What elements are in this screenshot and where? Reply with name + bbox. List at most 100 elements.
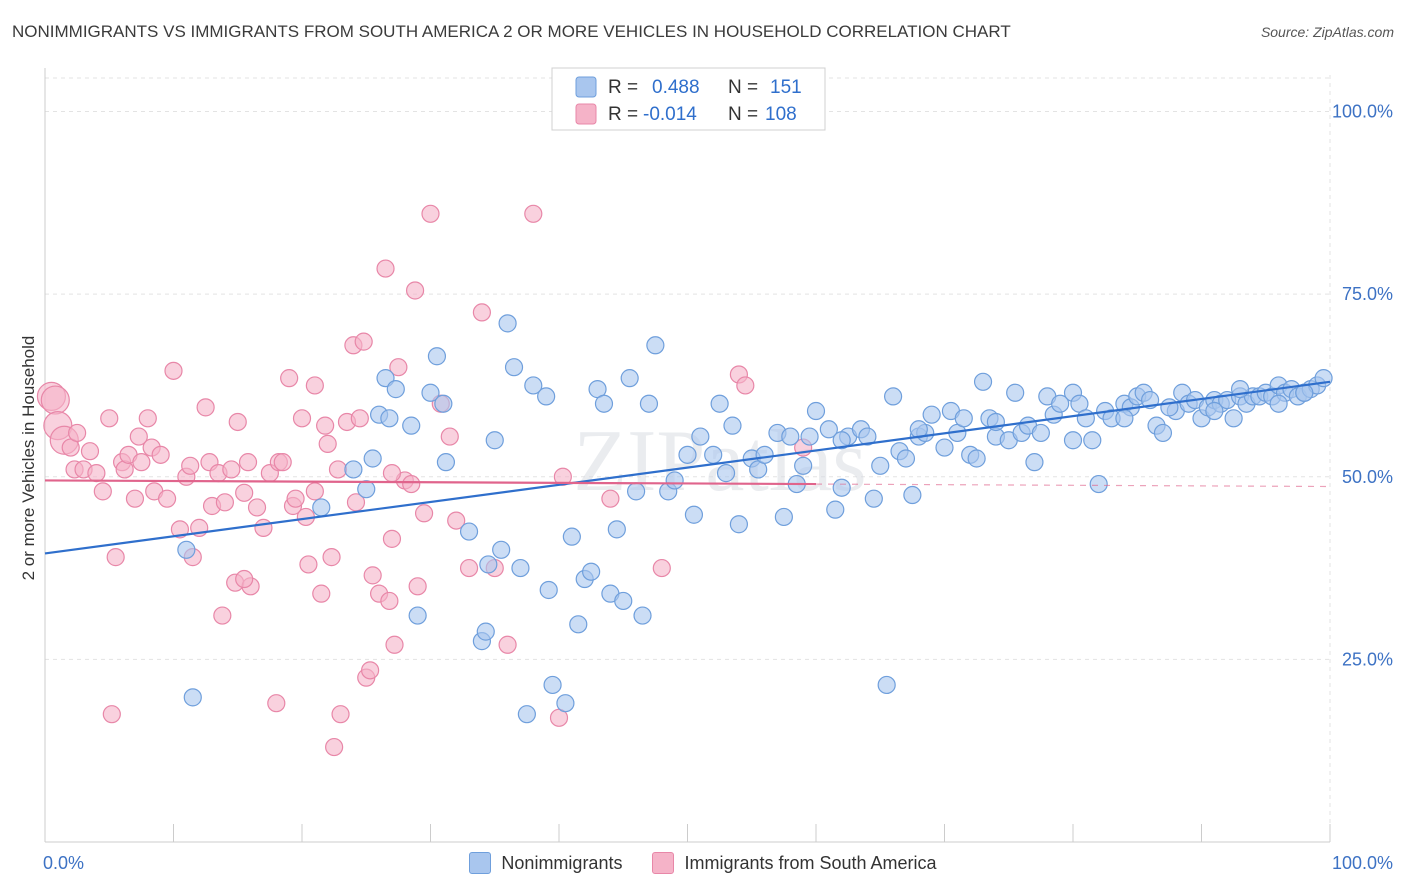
nonimmigrant-point bbox=[819, 420, 838, 439]
immigrant-point bbox=[322, 548, 341, 567]
immigrant-point bbox=[170, 520, 190, 539]
legend-n-value-2: 108 bbox=[765, 104, 797, 125]
nonimmigrant-point bbox=[543, 675, 562, 695]
source-label: Source: ZipAtlas.com bbox=[1260, 24, 1394, 40]
immigrant-point bbox=[414, 504, 434, 523]
nonimmigrant-point bbox=[826, 500, 845, 519]
immigrant-point bbox=[305, 482, 324, 501]
nonimmigrant-point bbox=[755, 445, 774, 464]
immigrant-point bbox=[213, 606, 232, 625]
nonimmigrant-point bbox=[614, 591, 633, 611]
immigrant-point bbox=[222, 460, 241, 479]
legend-item-nonimmigrants[interactable]: Nonimmigrants bbox=[469, 852, 622, 874]
nonimmigrant-point bbox=[427, 347, 447, 366]
immigrant-point bbox=[299, 555, 318, 574]
nonimmigrant-point bbox=[877, 675, 896, 695]
immigrant-point bbox=[87, 464, 106, 483]
immigrant-point bbox=[235, 569, 254, 589]
nonimmigrant-point bbox=[594, 394, 614, 413]
legend-r-label-1: R = bbox=[608, 77, 638, 98]
nonimmigrant-point bbox=[476, 622, 495, 641]
legend-r-value-1: 0.488 bbox=[652, 77, 700, 98]
x-tick-label-start: 0.0% bbox=[43, 853, 84, 873]
nonimmigrant-point bbox=[1224, 409, 1243, 428]
nonimmigrant-point bbox=[704, 445, 723, 464]
y-tick-label: 50.0% bbox=[1342, 467, 1393, 487]
nonimmigrant-point bbox=[620, 369, 639, 388]
immigrant-point bbox=[164, 361, 183, 380]
immigrant-point bbox=[129, 427, 148, 446]
nonimmigrant-point bbox=[562, 527, 581, 546]
nonimmigrant-point bbox=[806, 401, 826, 421]
y-axis-label: 2 or more Vehicles in Household bbox=[19, 336, 38, 581]
immigrant-point bbox=[235, 483, 254, 502]
nonimmigrant-point bbox=[871, 456, 890, 475]
immigrant-point bbox=[292, 409, 312, 428]
nonimmigrant-point bbox=[973, 372, 993, 391]
immigrant-point bbox=[405, 281, 425, 300]
legend-n-label-1: N = bbox=[728, 77, 758, 98]
immigrant-point bbox=[440, 427, 459, 446]
immigrant-point bbox=[325, 737, 344, 757]
immigrant-point bbox=[447, 511, 466, 530]
immigrant-point bbox=[498, 635, 517, 654]
nonimmigrant-point bbox=[479, 555, 498, 574]
nonimmigrant-point bbox=[723, 416, 742, 435]
immigrant-point bbox=[312, 584, 331, 603]
immigrant-point bbox=[382, 529, 402, 548]
immigrant-point bbox=[132, 453, 151, 472]
immigrant-point bbox=[652, 558, 671, 578]
nonimmigrant-point bbox=[607, 520, 626, 539]
nonimmigrant-point bbox=[357, 480, 376, 499]
nonimmigrant-point bbox=[582, 562, 601, 581]
trend-line-immigrants bbox=[44, 479, 817, 486]
nonimmigrant-point bbox=[386, 380, 405, 399]
nonimmigrant-point bbox=[639, 394, 659, 413]
nonimmigrant-point bbox=[774, 507, 793, 527]
nonimmigrant-point bbox=[556, 694, 575, 713]
nonimmigrant-point bbox=[935, 438, 954, 457]
axes bbox=[44, 68, 1331, 843]
legend-swatch-immigrants bbox=[575, 103, 597, 125]
nonimmigrant-point bbox=[794, 456, 813, 475]
immigrant-point bbox=[40, 385, 70, 415]
nonimmigrant-point bbox=[903, 485, 922, 505]
immigrant-point bbox=[181, 456, 200, 475]
nonimmigrant-point bbox=[684, 505, 704, 524]
immigrant-point bbox=[106, 548, 125, 567]
immigrant-point bbox=[138, 409, 157, 428]
legend-swatch-blue bbox=[469, 852, 492, 874]
nonimmigrant-point bbox=[678, 445, 697, 464]
nonimmigrant-point bbox=[380, 409, 399, 428]
nonimmigrant-point bbox=[896, 449, 916, 468]
legend-label-nonimmigrants: Nonimmigrants bbox=[501, 852, 623, 873]
nonimmigrant-point bbox=[864, 489, 883, 508]
nonimmigrant-point bbox=[524, 376, 543, 395]
nonimmigrant-point bbox=[1089, 474, 1108, 494]
legend-n-label-2: N = bbox=[728, 104, 758, 125]
legend-item-immigrants[interactable]: Immigrants from South America bbox=[652, 852, 937, 874]
nonimmigrant-point bbox=[363, 449, 382, 468]
immigrant-point bbox=[151, 445, 170, 464]
x-tick-label-end: 100.0% bbox=[1332, 853, 1393, 873]
immigrant-point bbox=[280, 369, 299, 388]
y-tick-labels: 25.0% 50.0% 75.0% 100.0% bbox=[1332, 102, 1393, 670]
nonimmigrant-point bbox=[800, 427, 819, 446]
immigrant-point bbox=[736, 376, 755, 395]
y-tick-label: 75.0% bbox=[1342, 284, 1393, 304]
immigrant-point bbox=[125, 489, 145, 508]
nonimmigrant-point bbox=[1006, 383, 1025, 402]
nonimmigrant-point bbox=[832, 431, 851, 450]
nonimmigrant-point bbox=[967, 449, 986, 468]
nonimmigrant-point bbox=[1063, 431, 1083, 450]
trend-line-immigrants-extension bbox=[815, 483, 1331, 488]
nonimmigrant-point bbox=[922, 405, 941, 424]
nonimmigrant-point bbox=[646, 336, 665, 355]
immigrant-point bbox=[196, 398, 215, 417]
immigrant-point bbox=[80, 442, 100, 461]
y-tick-label: 100.0% bbox=[1332, 102, 1393, 122]
immigrant-point bbox=[376, 259, 395, 278]
immigrant-point bbox=[254, 518, 273, 537]
y-tick-label: 25.0% bbox=[1342, 649, 1393, 669]
